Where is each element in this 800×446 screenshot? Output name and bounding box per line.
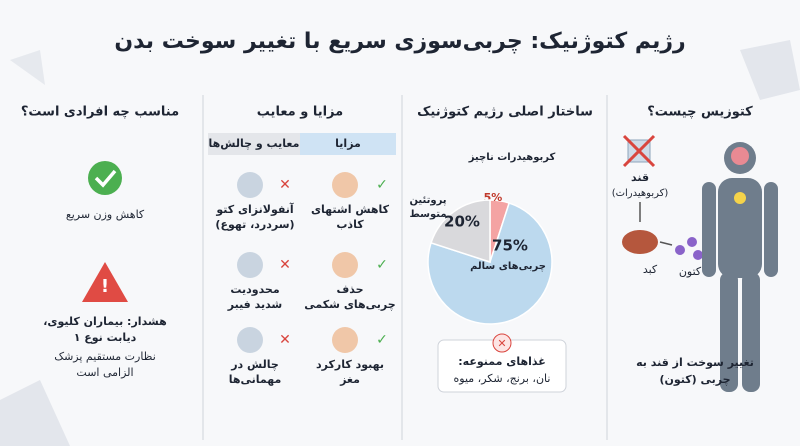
item-icon bbox=[332, 327, 358, 353]
forbidden-icon bbox=[492, 333, 512, 353]
con-text: محدودیت bbox=[230, 283, 279, 296]
arrow bbox=[659, 241, 673, 246]
pro-text: بهبود کارکرد bbox=[316, 358, 384, 371]
con-text: مهمانی‌ها bbox=[229, 373, 282, 386]
check-mark: ✓ bbox=[376, 177, 388, 193]
sugar-icon bbox=[622, 134, 656, 168]
ketone-label: کتون bbox=[679, 265, 702, 278]
body-silhouette bbox=[702, 142, 778, 392]
warning-icon bbox=[82, 262, 128, 302]
decor bbox=[740, 40, 800, 100]
title: رژیم کتوژنیک: چربی‌سوزی سریع با تغییر سو… bbox=[114, 29, 685, 54]
note: الزامی است bbox=[76, 366, 133, 379]
con-text: (سردرد، تهوع) bbox=[215, 218, 294, 231]
cross-mark: ✕ bbox=[279, 257, 291, 273]
check-mark: ✓ bbox=[376, 332, 388, 348]
con-text: چالش در bbox=[230, 358, 279, 371]
warning: دیابت نوع ۱ bbox=[74, 331, 137, 344]
pros-tab: مزایا bbox=[335, 137, 361, 150]
check-icon bbox=[88, 161, 122, 195]
item-icon bbox=[332, 172, 358, 198]
pro-text: مغز bbox=[339, 373, 360, 386]
item-icon bbox=[237, 172, 263, 198]
heading: مناسب چه افرادی است؟ bbox=[21, 105, 179, 120]
heading: ساختار اصلی رژیم کتوژنیک bbox=[417, 105, 593, 120]
bulb-icon bbox=[734, 192, 746, 204]
item-icon bbox=[237, 327, 263, 353]
con-text: آنفولانزای کتو bbox=[215, 202, 294, 216]
warning: هشدار: بیماران کلیوی، bbox=[43, 315, 167, 328]
item-icon bbox=[332, 252, 358, 278]
liver-label: کبد bbox=[643, 263, 658, 276]
check-icon bbox=[94, 169, 117, 188]
pro-text: چربی‌های شکمی bbox=[304, 298, 395, 311]
sugar-label: (کربوهیدرات) bbox=[612, 188, 669, 199]
ketone-icon bbox=[675, 237, 703, 260]
dividers bbox=[202, 95, 608, 440]
cross-mark: ✕ bbox=[279, 332, 291, 348]
forbidden-items: نان، برنج، شکر، میوه bbox=[454, 372, 551, 385]
note: نظارت مستقیم پزشک bbox=[54, 350, 156, 363]
tab bbox=[300, 133, 396, 155]
pie-value-label: 20% bbox=[444, 213, 480, 231]
caption: چربی (کتون) bbox=[659, 373, 730, 386]
pie-slice-name: کربوهیدرات ناچیز bbox=[468, 152, 556, 163]
cross-mark: ✕ bbox=[279, 177, 291, 193]
pro-text: کاهش اشتهای bbox=[311, 203, 390, 216]
cons-tab: معایب و چالش‌ها bbox=[209, 137, 300, 150]
warning-icon: ! bbox=[101, 276, 109, 297]
pie-slice-name: متوسط bbox=[409, 209, 446, 220]
con-text: شدید فیبر bbox=[227, 298, 283, 311]
pros-cons-list: ✓ کاهش اشتهای کاذب ✓ حذف چربی‌های شکمی ✓ بهبود … bbox=[215, 172, 396, 386]
brain-icon bbox=[731, 147, 749, 165]
pro-text: کاذب bbox=[336, 218, 364, 231]
pro-text: حذف bbox=[336, 283, 363, 296]
sugar-label: قند bbox=[631, 171, 649, 184]
check-mark: ✓ bbox=[376, 257, 388, 273]
heading: کتوزیس چیست؟ bbox=[647, 105, 753, 120]
pie-slice-name: چربی‌های سالم bbox=[470, 261, 546, 272]
item-icon bbox=[237, 252, 263, 278]
caption: تغییر سوخت از قند به bbox=[636, 356, 754, 369]
pie-value-label: 75% bbox=[492, 237, 528, 255]
forbidden-mark: ✕ bbox=[497, 337, 506, 350]
liver-icon bbox=[622, 230, 658, 254]
forbidden-title: غذاهای ممنوعه: bbox=[458, 355, 545, 368]
tab bbox=[208, 133, 300, 155]
pie-slice bbox=[427, 202, 553, 325]
pie-slice-name: پروتئین bbox=[409, 195, 446, 206]
decor bbox=[10, 50, 45, 85]
decor bbox=[0, 380, 70, 446]
good-label: کاهش وزن سریع bbox=[66, 208, 145, 221]
heading: مزایا و معایب bbox=[257, 105, 343, 120]
pie-slice bbox=[430, 199, 491, 264]
